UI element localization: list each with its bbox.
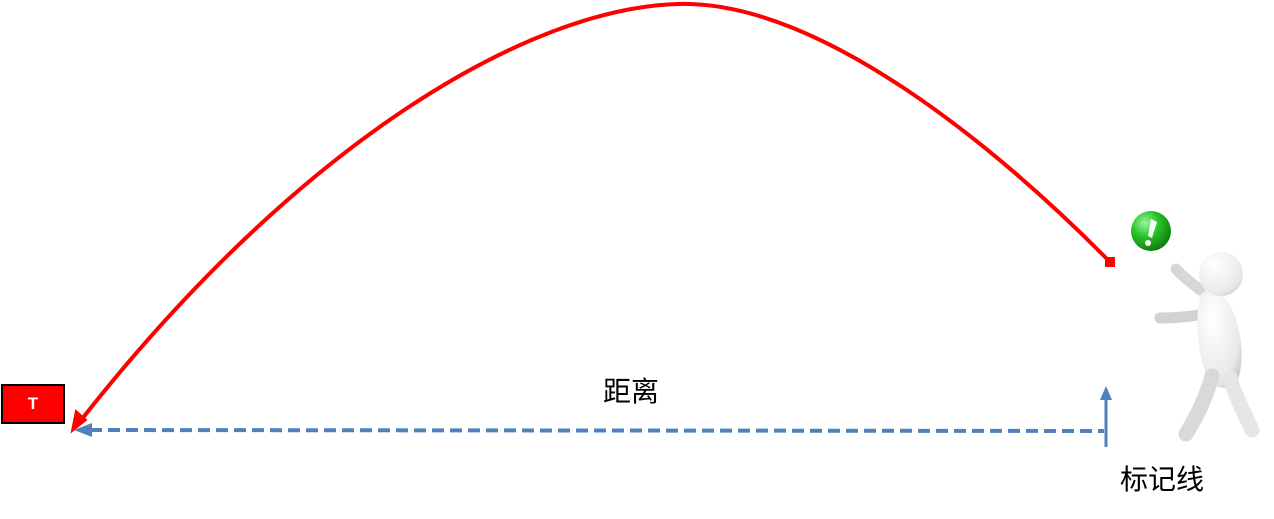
white-3d-person-throwing-icon: [1154, 252, 1260, 442]
trajectory-arrowhead: [70, 409, 88, 434]
green-exclamation-ball-icon: [1131, 211, 1171, 251]
target-label: T: [27, 394, 39, 413]
trajectory-start-marker: [1105, 257, 1115, 267]
mark-line-label: 标记线: [1120, 463, 1205, 496]
distance-dashed-line: [89, 428, 1105, 433]
trajectory-arc: [76, 1, 1112, 426]
distance-arrowhead: [74, 423, 92, 437]
target-box: T: [1, 384, 65, 424]
mark-line-arrowhead: [1100, 386, 1112, 400]
distance-label: 距离: [603, 375, 660, 408]
